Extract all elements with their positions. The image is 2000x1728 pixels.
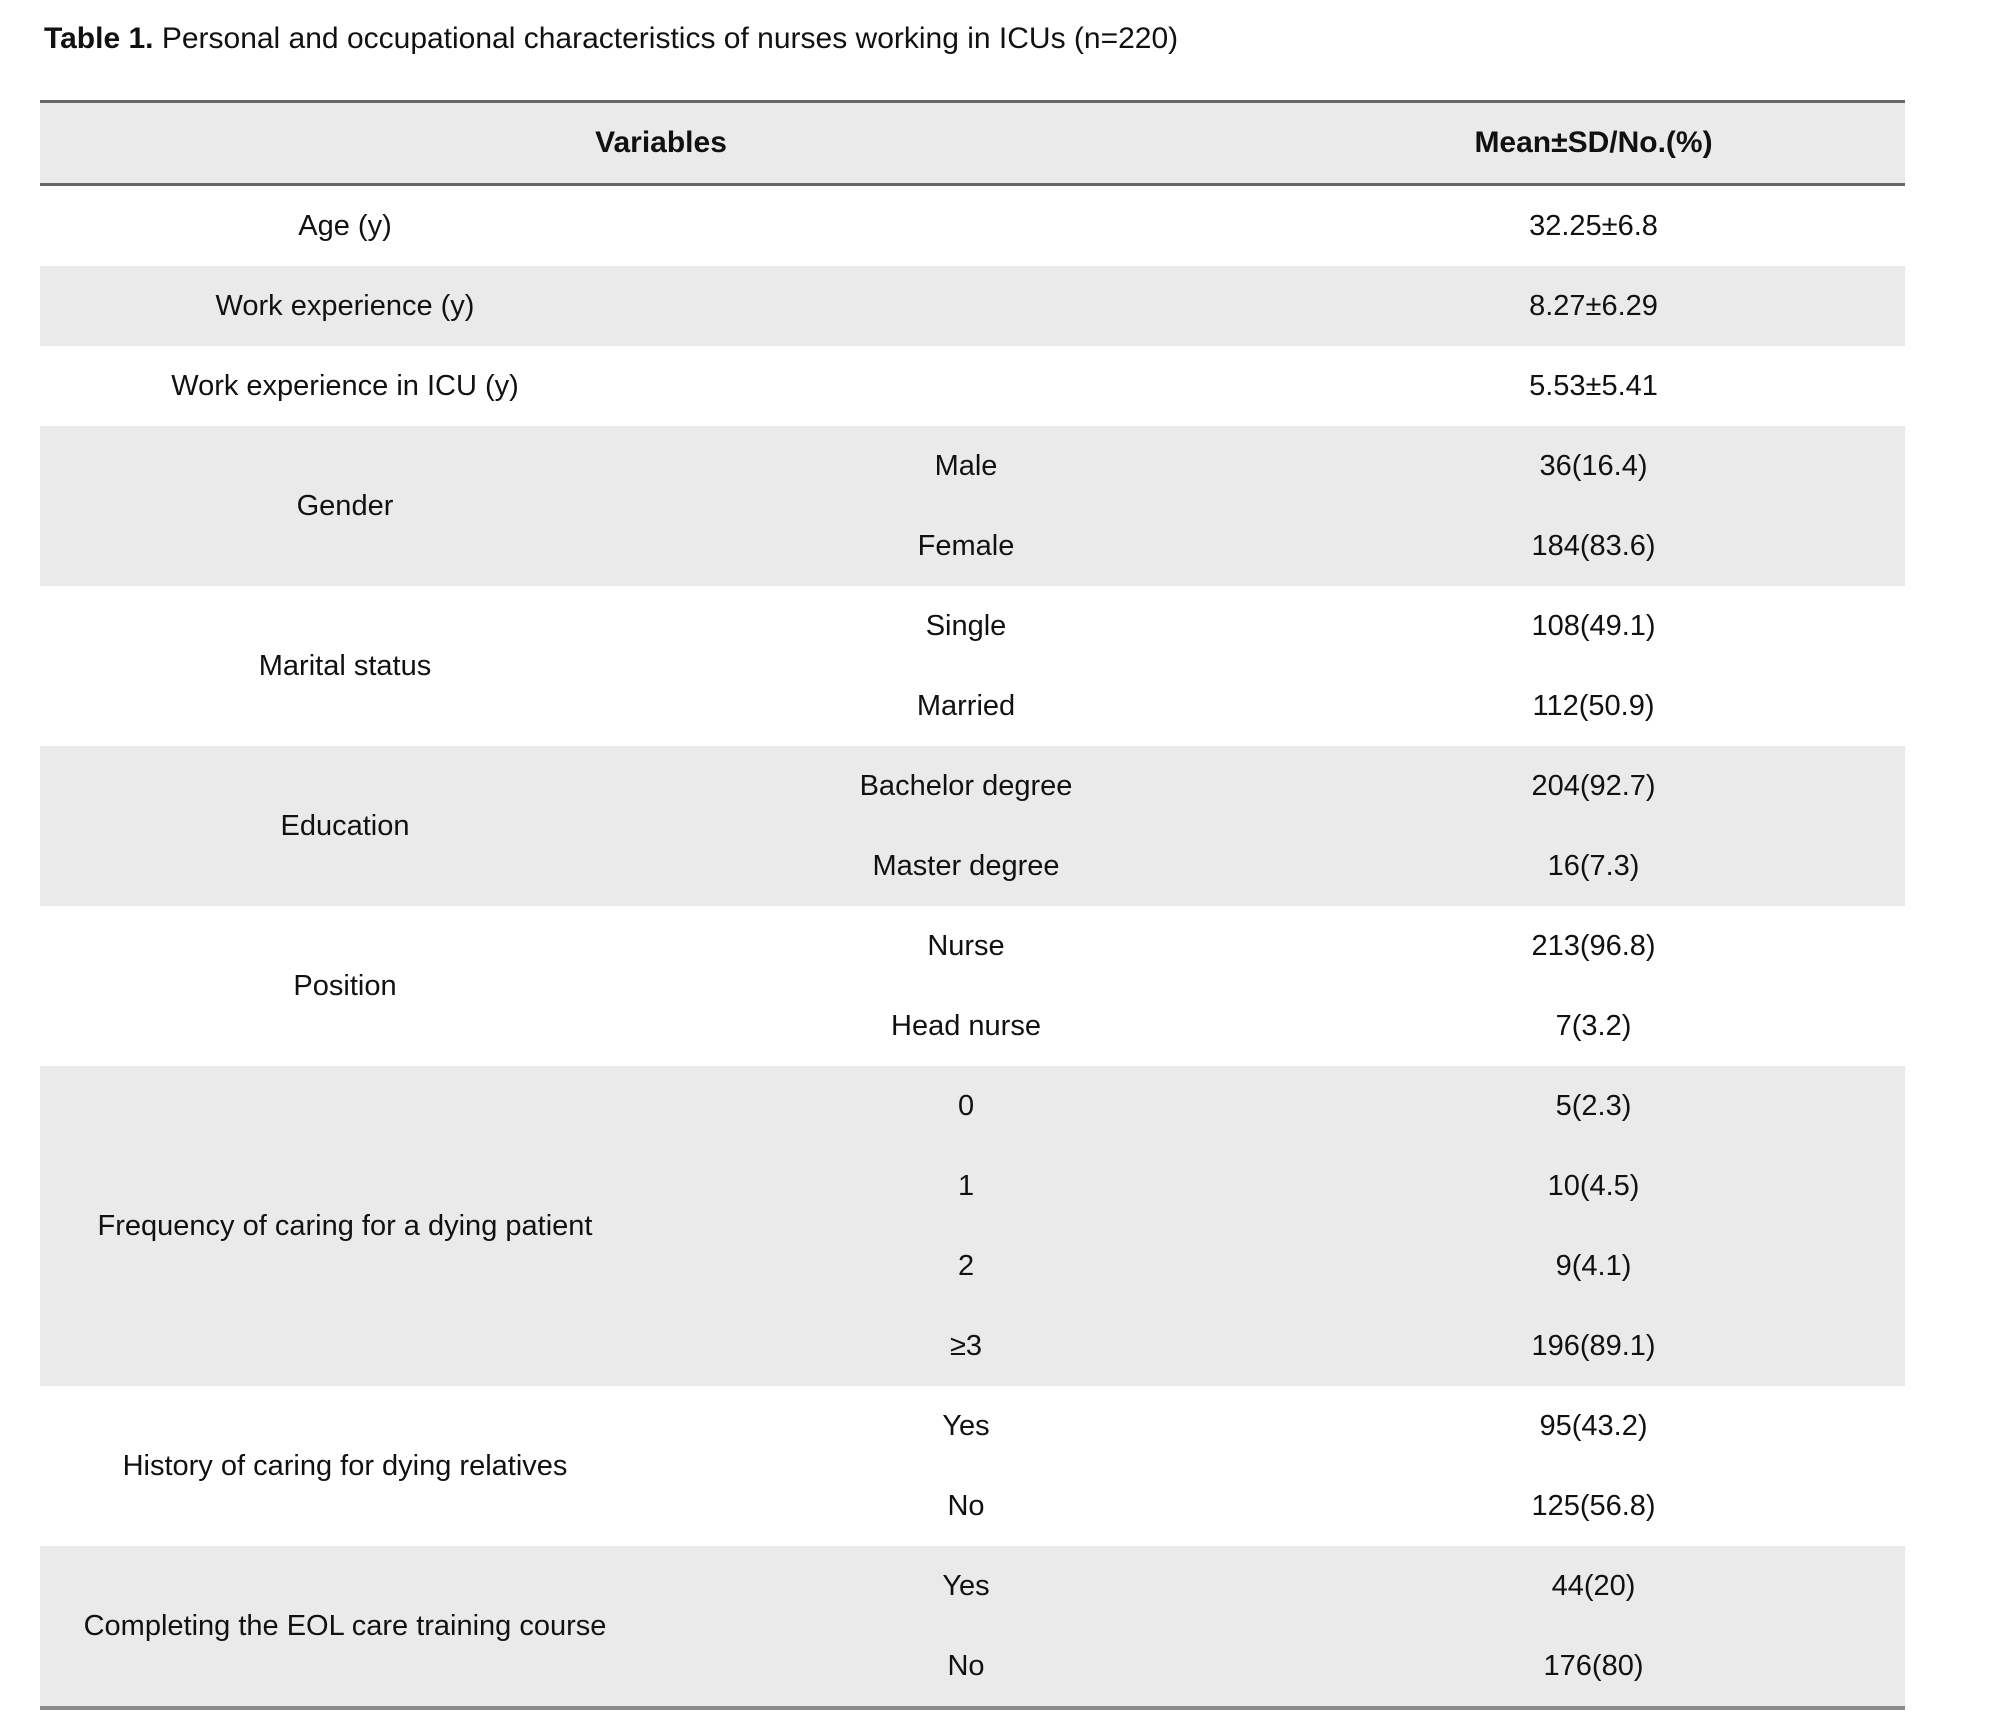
value-cell: 204(92.7): [1282, 746, 1906, 826]
category-cell: ≥3: [650, 1306, 1283, 1386]
table-row: Marital status Single 108(49.1): [40, 586, 1906, 746]
table-caption-label: Table 1.: [44, 22, 154, 55]
table-caption: Table 1. Personal and occupational chara…: [44, 20, 1178, 58]
category-cell: Master degree: [650, 826, 1283, 906]
category-cell: Bachelor degree: [650, 746, 1283, 826]
table-row: Master degree 16(7.3): [40, 826, 1906, 906]
category-cell: [650, 184, 1283, 266]
table-row: Position Nurse 213(96.8): [40, 906, 1906, 1066]
category-cell: 2: [650, 1226, 1283, 1306]
table-row: 1 10(4.5): [40, 1146, 1906, 1226]
variable-label: Position: [40, 906, 650, 1066]
category-cell: Yes: [650, 1546, 1283, 1626]
variable-label: Age (y): [40, 184, 650, 266]
category-cell: Nurse: [650, 906, 1283, 986]
category-cell: Male: [650, 426, 1283, 506]
category-cell: 0: [650, 1066, 1283, 1146]
value-cell: 32.25±6.8: [1282, 184, 1906, 266]
value-cell: 7(3.2): [1282, 986, 1906, 1066]
value-cell: 184(83.6): [1282, 506, 1906, 586]
category-cell: Head nurse: [650, 986, 1283, 1066]
table-row: Work experience (y) 8.27±6.29: [40, 266, 1906, 346]
variable-label: Work experience in ICU (y): [40, 346, 650, 426]
value-cell: 44(20): [1282, 1546, 1906, 1626]
value-cell: 36(16.4): [1282, 426, 1906, 506]
value-cell: 196(89.1): [1282, 1306, 1906, 1386]
table-row: Education Bachelor degree 204(92.7): [40, 746, 1906, 906]
category-cell: Female: [650, 506, 1283, 586]
variable-label: History of caring for dying relatives: [40, 1386, 650, 1546]
table-row: Completing the EOL care training course …: [40, 1546, 1906, 1708]
variable-label: Completing the EOL care training course: [40, 1546, 650, 1708]
variable-label: Frequency of caring for a dying patient: [40, 1066, 650, 1386]
value-cell: 8.27±6.29: [1282, 266, 1906, 346]
table-row: Female 184(83.6): [40, 506, 1906, 586]
value-cell: 108(49.1): [1282, 586, 1906, 666]
header-value: Mean±SD/No.(%): [1282, 101, 1906, 186]
value-cell: 9(4.1): [1282, 1226, 1906, 1306]
table-row: No 125(56.8): [40, 1466, 1906, 1546]
category-cell: [650, 346, 1283, 426]
table-row: ≥3 196(89.1): [40, 1306, 1906, 1386]
value-cell: 176(80): [1282, 1626, 1906, 1708]
table-row: History of caring for dying relatives Ye…: [40, 1386, 1906, 1546]
table-row: Work experience in ICU (y) 5.53±5.41: [40, 346, 1906, 426]
category-cell: [650, 266, 1283, 346]
category-cell: Yes: [650, 1386, 1283, 1466]
variable-label: Work experience (y): [40, 266, 650, 346]
variable-label: Education: [40, 746, 650, 906]
category-cell: 1: [650, 1146, 1283, 1226]
table-row: Gender Male 36(16.4): [40, 426, 1906, 586]
header-variables: Variables: [40, 101, 1283, 186]
category-cell: No: [650, 1466, 1283, 1546]
variable-label: Gender: [40, 426, 650, 586]
header-row: Variables Mean±SD/No.(%): [40, 101, 1906, 186]
category-cell: Married: [650, 666, 1283, 746]
value-cell: 213(96.8): [1282, 906, 1906, 986]
value-cell: 16(7.3): [1282, 826, 1906, 906]
value-cell: 10(4.5): [1282, 1146, 1906, 1226]
value-cell: 5.53±5.41: [1282, 346, 1906, 426]
value-cell: 112(50.9): [1282, 666, 1906, 746]
table-row: Age (y) 32.25±6.8: [40, 184, 1906, 266]
category-cell: Single: [650, 586, 1283, 666]
table-row: Married 112(50.9): [40, 666, 1906, 746]
table-caption-text: Personal and occupational characteristic…: [153, 22, 1179, 55]
variable-label: Marital status: [40, 586, 650, 746]
characteristics-table: Variables Mean±SD/No.(%) Age (y) 32.25±6…: [40, 100, 1906, 1710]
value-cell: 95(43.2): [1282, 1386, 1906, 1466]
table-row: No 176(80): [40, 1626, 1906, 1708]
value-cell: 5(2.3): [1282, 1066, 1906, 1146]
category-cell: No: [650, 1626, 1283, 1708]
table-row: 2 9(4.1): [40, 1226, 1906, 1306]
table-row: Head nurse 7(3.2): [40, 986, 1906, 1066]
table-row: Frequency of caring for a dying patient …: [40, 1066, 1906, 1386]
value-cell: 125(56.8): [1282, 1466, 1906, 1546]
